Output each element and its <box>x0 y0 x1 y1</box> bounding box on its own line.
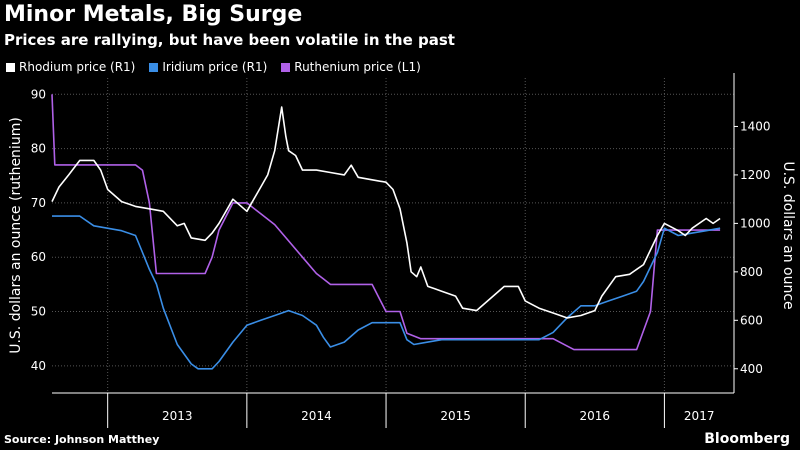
year-label: 2014 <box>301 409 332 423</box>
bloomberg-logo: Bloomberg <box>704 431 790 447</box>
left-tick-label: 40 <box>31 359 46 373</box>
year-label: 2013 <box>162 409 193 423</box>
legend-item-iridium: Iridium price (R1) <box>149 60 267 74</box>
legend-swatch-iridium <box>149 62 159 72</box>
right-tick-label: 600 <box>740 313 763 327</box>
left-tick-label: 60 <box>31 250 46 264</box>
page-title: Minor Metals, Big Surge <box>4 2 303 27</box>
left-tick-label: 80 <box>31 142 46 156</box>
year-label: 2015 <box>440 409 471 423</box>
page-subtitle: Prices are rallying, but have been volat… <box>4 31 455 49</box>
ruthenium-line <box>51 94 721 351</box>
iridium-line <box>52 215 721 370</box>
source-note: Source: Johnson Matthey <box>4 433 160 446</box>
right-axis-title: U.S. dollars an ounce <box>780 161 796 309</box>
right-tick-label: 800 <box>740 265 763 279</box>
legend-label-rhodium: Rhodium price (R1) <box>19 60 136 74</box>
left-tick-label: 50 <box>31 305 46 319</box>
year-label: 2017 <box>684 409 715 423</box>
year-label: 2016 <box>580 409 611 423</box>
legend-item-ruthenium: Ruthenium price (L1) <box>281 60 421 74</box>
right-tick-label: 1200 <box>740 168 771 182</box>
legend-label-iridium: Iridium price (R1) <box>162 60 268 74</box>
legend-label-ruthenium: Ruthenium price (L1) <box>294 60 421 74</box>
left-tick-label: 70 <box>31 196 46 210</box>
legend-swatch-ruthenium <box>281 62 291 72</box>
right-tick-label: 1400 <box>740 119 771 133</box>
chart-legend: Rhodium price (R1) Iridium price (R1) Ru… <box>6 60 421 74</box>
legend-item-rhodium: Rhodium price (R1) <box>6 60 135 74</box>
right-tick-label: 400 <box>740 362 763 376</box>
rhodium-line <box>51 106 721 319</box>
legend-swatch-rhodium <box>6 62 15 72</box>
left-tick-label: 90 <box>31 87 46 101</box>
right-tick-label: 1000 <box>740 216 771 230</box>
left-axis-title: U.S. dollars an ounce (ruthenium) <box>8 117 24 354</box>
